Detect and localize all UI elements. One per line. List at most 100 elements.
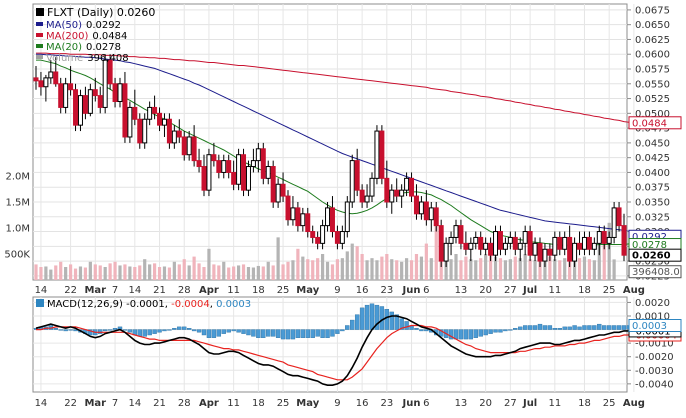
volume-bar — [138, 265, 142, 280]
x-axis-label-macd: Jul — [522, 398, 537, 409]
candle-down — [33, 77, 39, 82]
x-axis-label-macd: 22 — [64, 398, 77, 409]
candle-down — [497, 231, 503, 250]
volume-bar — [400, 261, 404, 280]
x-axis-label-macd: 18 — [252, 398, 265, 409]
chart-title: FLXT (Daily) 0.0260 — [47, 6, 155, 19]
volume-bar — [281, 264, 285, 280]
macd-hist-bar — [216, 329, 222, 337]
volume-bar — [212, 264, 216, 280]
volume-bar — [217, 265, 221, 280]
macd-hist-bar — [518, 326, 523, 330]
macd-hist-bar — [384, 309, 390, 330]
volume-axis-label: 1.0M — [5, 224, 30, 235]
candle-down — [577, 242, 583, 250]
volume-bar — [88, 261, 92, 280]
macd-hist-bar — [616, 325, 622, 330]
candle-down — [384, 177, 390, 203]
volume-bar — [340, 258, 344, 280]
candle-up — [344, 201, 350, 233]
price-axis-label: 0.0250 — [635, 257, 670, 268]
legend-label-value: 0.0292 — [86, 20, 121, 31]
macd-axis-label: -0.0020 — [635, 352, 674, 363]
volume-bar — [375, 260, 379, 280]
macd-hist-bar — [359, 307, 365, 330]
value-callout-text: 0.0484 — [632, 118, 667, 129]
volume-bar — [449, 259, 453, 280]
candle-up — [147, 106, 153, 120]
price-axis-label: 0.0625 — [635, 35, 670, 46]
value-callout-text: 0.0278 — [632, 240, 667, 251]
volume-bar — [83, 267, 88, 280]
candle-up — [473, 236, 479, 244]
x-axis-label: Jul — [522, 285, 537, 296]
volume-bar — [528, 259, 532, 280]
candle-down — [354, 160, 360, 191]
volume-bar — [469, 259, 473, 280]
volume-bar — [202, 267, 206, 280]
macd-hist-bar — [522, 325, 528, 330]
volume-bar — [162, 266, 167, 280]
value-callout-box — [628, 116, 682, 130]
x-axis-label: 11 — [548, 285, 561, 296]
candle-up — [339, 231, 345, 244]
macd-signal-line — [36, 324, 629, 381]
macd-hist-bar — [275, 329, 281, 338]
volume-bar — [197, 263, 201, 280]
price-axis-label: 0.0600 — [635, 50, 670, 61]
volume-bar — [148, 264, 152, 280]
volume-bar — [553, 259, 557, 280]
volume-bar — [49, 269, 53, 280]
candle-down — [621, 225, 627, 256]
candle-down — [567, 236, 573, 262]
volume-bar — [414, 254, 419, 280]
macd-hist-bar — [424, 329, 429, 332]
candle-down — [68, 83, 74, 91]
volume-bar — [187, 265, 191, 280]
volume-bar — [434, 220, 438, 280]
macd-hist-bar — [112, 328, 118, 330]
macd-hist-bar — [98, 329, 103, 334]
volume-bar — [330, 264, 335, 280]
candle-up — [572, 242, 578, 262]
macd-hist-bar — [177, 326, 182, 330]
candle-down — [527, 231, 533, 256]
macd-hist-bar — [404, 321, 409, 330]
volume-bar — [59, 261, 63, 280]
volume-bar — [365, 260, 369, 280]
candle-down — [137, 118, 143, 144]
macd-hist-bar — [191, 329, 197, 332]
volume-bar — [236, 265, 241, 280]
x-axis-label-macd: Apr — [199, 398, 219, 409]
volume-bar — [301, 256, 305, 280]
volume-bar — [113, 261, 117, 280]
volume-bar — [167, 267, 172, 280]
volume-bar — [222, 261, 226, 280]
macd-hist-bar — [270, 329, 276, 337]
macd-hist-bar — [562, 326, 567, 330]
volume-bar — [538, 258, 542, 280]
x-axis-label: 13 — [455, 285, 468, 296]
x-axis-label-macd: 9 — [334, 398, 340, 409]
candle-down — [280, 183, 286, 197]
x-axis-label-macd: 23 — [380, 398, 393, 409]
candlesticks — [33, 54, 627, 267]
candle-down — [285, 195, 291, 221]
macd-hist-bar — [335, 329, 340, 334]
candle-up — [320, 225, 326, 244]
volume-axis-label: 2.0M — [5, 172, 30, 183]
legend-label-name: Volume — [46, 53, 83, 64]
legend-label: Volume 396,408 — [46, 53, 129, 64]
legend-swatch — [36, 22, 43, 26]
macd-hist-bar — [473, 329, 478, 338]
price-axis-label: 0.0450 — [635, 138, 670, 149]
candle-up — [532, 242, 538, 256]
candle-down — [58, 83, 64, 108]
macd-hist-bar — [350, 319, 355, 330]
volume-bar — [558, 260, 562, 280]
x-axis-label-macd: Jun — [402, 398, 421, 409]
volume-bar — [409, 260, 414, 280]
volume-bar — [78, 266, 83, 280]
macd-hist-bar — [389, 311, 394, 330]
